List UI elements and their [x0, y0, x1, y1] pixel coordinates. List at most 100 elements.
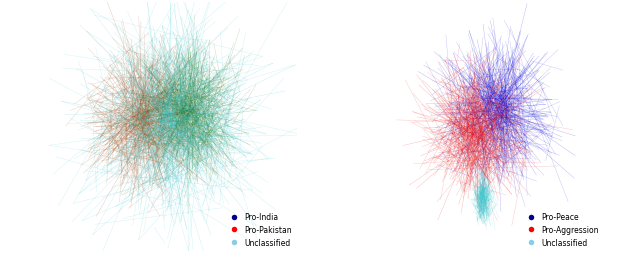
- Point: [150, 119, 161, 123]
- Point: [518, 142, 529, 146]
- Point: [447, 114, 457, 118]
- Point: [182, 114, 192, 118]
- Point: [441, 119, 451, 123]
- Point: [437, 102, 447, 106]
- Point: [477, 46, 488, 50]
- Point: [140, 151, 150, 155]
- Point: [154, 90, 164, 94]
- Point: [170, 133, 180, 137]
- Point: [170, 135, 180, 139]
- Point: [513, 93, 523, 97]
- Point: [186, 107, 196, 112]
- Point: [154, 81, 164, 85]
- Point: [500, 96, 511, 100]
- Point: [467, 99, 477, 103]
- Point: [145, 74, 156, 78]
- Point: [186, 139, 196, 143]
- Point: [183, 84, 193, 88]
- Point: [175, 101, 185, 105]
- Point: [234, 158, 244, 163]
- Point: [488, 133, 498, 137]
- Point: [232, 90, 243, 94]
- Point: [465, 144, 475, 148]
- Point: [445, 89, 455, 93]
- Point: [119, 110, 129, 114]
- Point: [146, 81, 156, 85]
- Point: [124, 136, 134, 140]
- Point: [196, 88, 206, 92]
- Point: [471, 211, 481, 215]
- Point: [214, 88, 224, 92]
- Point: [463, 67, 473, 71]
- Point: [97, 85, 108, 89]
- Point: [163, 94, 173, 98]
- Point: [466, 136, 476, 140]
- Point: [205, 143, 216, 147]
- Point: [180, 128, 191, 132]
- Point: [470, 208, 481, 212]
- Point: [195, 78, 205, 82]
- Point: [481, 134, 491, 138]
- Point: [435, 122, 445, 126]
- Point: [483, 166, 493, 170]
- Point: [233, 106, 243, 110]
- Point: [466, 167, 476, 171]
- Point: [513, 97, 524, 101]
- Point: [486, 98, 497, 102]
- Point: [95, 78, 105, 82]
- Point: [172, 125, 182, 130]
- Point: [124, 65, 134, 69]
- Point: [548, 106, 559, 110]
- Point: [483, 211, 493, 215]
- Point: [173, 94, 183, 98]
- Point: [141, 103, 151, 107]
- Point: [180, 134, 191, 138]
- Point: [462, 182, 472, 186]
- Point: [170, 96, 180, 100]
- Point: [473, 69, 483, 73]
- Point: [477, 150, 488, 154]
- Point: [186, 138, 196, 142]
- Point: [104, 129, 115, 133]
- Point: [512, 71, 522, 75]
- Point: [481, 24, 492, 28]
- Point: [164, 49, 175, 53]
- Point: [171, 101, 181, 105]
- Point: [488, 71, 499, 75]
- Point: [494, 183, 504, 187]
- Point: [173, 112, 183, 116]
- Point: [457, 115, 467, 119]
- Point: [98, 181, 108, 185]
- Point: [516, 127, 527, 131]
- Point: [472, 154, 483, 158]
- Point: [472, 98, 483, 102]
- Point: [131, 97, 141, 101]
- Point: [472, 197, 483, 201]
- Point: [159, 114, 169, 118]
- Point: [159, 106, 169, 110]
- Point: [516, 109, 527, 114]
- Point: [502, 171, 512, 176]
- Point: [542, 217, 552, 221]
- Point: [516, 69, 526, 73]
- Point: [488, 185, 498, 189]
- Point: [468, 120, 479, 124]
- Point: [104, 124, 114, 128]
- Point: [186, 124, 196, 128]
- Point: [161, 88, 172, 92]
- Point: [163, 133, 173, 137]
- Point: [449, 121, 459, 125]
- Point: [193, 152, 203, 156]
- Point: [492, 127, 502, 131]
- Point: [139, 83, 149, 87]
- Point: [203, 131, 213, 135]
- Point: [156, 39, 166, 43]
- Point: [204, 89, 214, 93]
- Point: [158, 83, 168, 87]
- Point: [218, 75, 228, 79]
- Point: [161, 152, 171, 156]
- Point: [489, 167, 499, 171]
- Point: [188, 130, 198, 134]
- Point: [166, 128, 176, 132]
- Point: [195, 134, 205, 138]
